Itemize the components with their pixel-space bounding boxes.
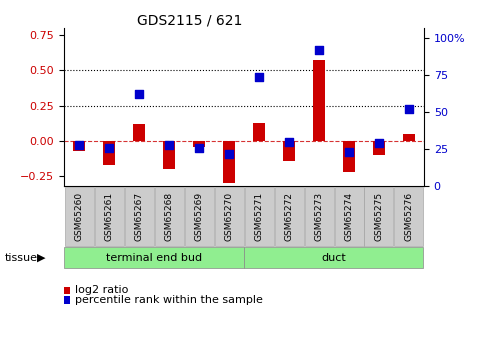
Point (255, 74, 263, 79)
Point (405, 106, 413, 112)
Point (165, 142, 173, 148)
Text: GDS2115 / 621: GDS2115 / 621 (138, 14, 243, 28)
Text: duct: duct (321, 253, 347, 263)
Text: GSM65275: GSM65275 (375, 192, 384, 241)
Text: ▶: ▶ (37, 253, 45, 263)
Bar (253, 122, 265, 141)
Text: GSM65270: GSM65270 (224, 192, 234, 241)
Text: GSM65272: GSM65272 (284, 192, 293, 241)
Text: GSM65271: GSM65271 (254, 192, 264, 241)
Text: GSM65260: GSM65260 (74, 192, 84, 241)
Point (105, 145, 113, 150)
Text: GSM65269: GSM65269 (195, 192, 204, 241)
Bar (373, 141, 385, 155)
Text: GSM65276: GSM65276 (404, 192, 414, 241)
Point (315, 47, 323, 52)
Bar (403, 134, 415, 141)
Bar (343, 141, 355, 172)
Point (75, 142, 83, 148)
Text: GSM65267: GSM65267 (135, 192, 143, 241)
Text: log2 ratio: log2 ratio (75, 286, 129, 295)
Point (135, 91, 143, 97)
Text: GSM65268: GSM65268 (165, 192, 174, 241)
Bar (133, 124, 145, 141)
Bar (73, 141, 85, 151)
Bar (163, 141, 175, 169)
Point (345, 149, 353, 155)
Bar (193, 141, 205, 147)
Bar (313, 60, 325, 141)
Point (375, 140, 383, 146)
Point (195, 145, 203, 150)
Point (225, 151, 233, 156)
Text: GSM65273: GSM65273 (315, 192, 323, 241)
Bar (103, 141, 115, 165)
Text: terminal end bud: terminal end bud (106, 253, 202, 263)
Text: GSM65261: GSM65261 (105, 192, 113, 241)
Text: tissue: tissue (5, 253, 38, 263)
Text: GSM65274: GSM65274 (345, 192, 353, 241)
Bar (223, 141, 235, 184)
Bar (283, 141, 295, 161)
Text: percentile rank within the sample: percentile rank within the sample (75, 295, 263, 305)
Point (285, 139, 293, 145)
